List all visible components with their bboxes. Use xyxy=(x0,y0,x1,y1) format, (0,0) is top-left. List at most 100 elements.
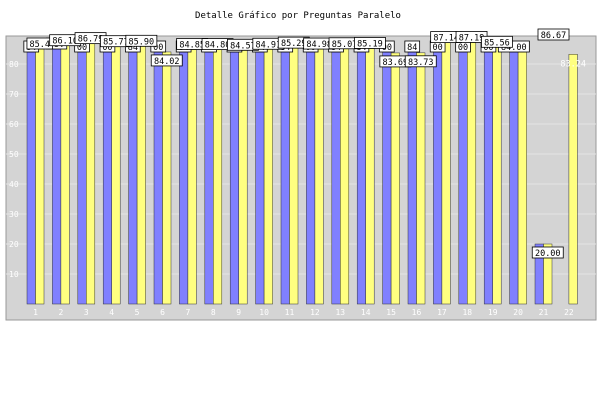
y-tick-label: 50 xyxy=(9,150,19,159)
x-tick-label: 6 xyxy=(160,308,165,317)
chart-title: Detalle Gráfico por Preguntas Paralelo xyxy=(195,11,401,21)
data-label: 00 xyxy=(102,43,112,53)
data-label: 84.00 xyxy=(501,43,527,53)
data-label: 85.29 xyxy=(281,39,307,49)
data-label-box xyxy=(537,28,570,41)
bar-series2 xyxy=(517,51,527,305)
data-label: 84.85 xyxy=(179,40,205,50)
bar-series1 xyxy=(128,51,138,305)
bar-series2 xyxy=(492,47,502,305)
data-label: 84 xyxy=(128,43,138,53)
bar-series1 xyxy=(458,51,468,305)
x-tick-label: 9 xyxy=(236,308,241,317)
x-tick-label: 7 xyxy=(185,308,190,317)
x-tick-label: 2 xyxy=(58,308,63,317)
x-tick-label: 15 xyxy=(386,308,396,317)
x-tick-label: 21 xyxy=(539,308,549,317)
x-tick-label: 5 xyxy=(135,308,140,317)
x-tick-label: 4 xyxy=(109,308,114,317)
data-label: 00 xyxy=(382,43,392,53)
data-label: 84.80 xyxy=(205,41,231,51)
bar-series1 xyxy=(331,51,341,305)
bar-series1 xyxy=(153,51,163,305)
bar-series1 xyxy=(382,51,392,305)
data-label: 84.02 xyxy=(154,57,180,67)
bar-series2 xyxy=(340,48,350,305)
data-label: 84.91 xyxy=(256,40,282,50)
y-axis-ticks: 10 20 30 40 50 60 70 80 xyxy=(9,60,19,279)
bar-series1 xyxy=(102,51,112,305)
data-label: 86.10 xyxy=(52,37,78,47)
y-tick-label: 60 xyxy=(9,120,19,129)
y-tick-label: 80 xyxy=(9,60,19,69)
bar-series1 xyxy=(483,51,493,305)
data-label: 85.19 xyxy=(357,39,383,49)
bar-series1 xyxy=(509,51,519,305)
bar-series2 xyxy=(543,243,553,305)
x-tick-label: 11 xyxy=(285,308,295,317)
bar-series1 xyxy=(179,51,189,305)
data-label: 86.79 xyxy=(78,35,104,45)
bar-series2 xyxy=(314,48,324,305)
bar-series1 xyxy=(77,51,87,305)
data-label-box xyxy=(531,246,564,259)
bar-series1 xyxy=(26,51,36,305)
data-label-box xyxy=(150,54,183,67)
bar-series2 xyxy=(467,42,477,305)
x-tick-label: 13 xyxy=(335,308,345,317)
y-tick-label: 40 xyxy=(9,180,19,189)
bar-series2 xyxy=(86,43,96,305)
bar-series1 xyxy=(52,48,62,305)
bar-series1 xyxy=(407,51,417,305)
data-label: 20.00 xyxy=(535,249,561,259)
bar-series2 xyxy=(60,45,70,305)
data-label: 87.19 xyxy=(459,33,485,43)
x-tick-label: 20 xyxy=(513,308,523,317)
data-label-box xyxy=(404,55,437,68)
x-tick-label: 18 xyxy=(462,308,472,317)
data-label: 83.24 xyxy=(560,59,586,69)
data-label: 84.57 xyxy=(230,41,256,51)
x-tick-label: 19 xyxy=(488,308,498,317)
data-label: 84.98 xyxy=(306,40,332,50)
data-label: 83.73 xyxy=(408,58,434,68)
bar-series1 xyxy=(229,51,239,305)
data-label: 84 xyxy=(407,43,417,53)
bar-series2 xyxy=(35,48,45,305)
bar-series2 xyxy=(263,49,273,305)
bar-series2 xyxy=(187,49,197,305)
data-label: 85.4 xyxy=(30,40,50,50)
bar-series2 xyxy=(390,52,400,305)
data-label: 85.56 xyxy=(484,38,510,48)
data-label: 83.69 xyxy=(383,58,409,68)
x-tick-label: 10 xyxy=(259,308,269,317)
data-label: 87.14 xyxy=(433,34,459,44)
x-axis-ticks: 1 2 3 4 5 6 7 8 9 10 11 12 13 14 15 16 17 18 19 20 21 22 xyxy=(33,308,574,317)
bar-series2 xyxy=(111,46,121,305)
data-label-box xyxy=(404,40,421,53)
y-tick-label: 20 xyxy=(9,240,19,249)
data-label: 00 xyxy=(483,43,493,53)
bar-series2 xyxy=(416,52,426,305)
bar-series1 xyxy=(204,51,214,305)
x-tick-label: 1 xyxy=(33,308,38,317)
bar-series2 xyxy=(213,49,223,305)
bar-series2 xyxy=(289,47,299,305)
y-tick-label: 10 xyxy=(9,270,19,279)
data-label-box xyxy=(354,37,386,49)
x-tick-label: 22 xyxy=(564,308,574,317)
x-tick-label: 12 xyxy=(310,308,320,317)
y-tick-label: 70 xyxy=(9,90,19,99)
bar-series1 xyxy=(280,51,290,305)
data-label: 85.77 xyxy=(103,38,129,48)
bar-series2 xyxy=(365,48,375,305)
data-label: 86.67 xyxy=(541,31,567,41)
bar-series2 xyxy=(238,50,248,305)
bar-series1 xyxy=(255,51,265,305)
data-label: 00 xyxy=(77,43,87,53)
x-tick-label: 14 xyxy=(361,308,371,317)
x-tick-label: 16 xyxy=(412,308,422,317)
bar-series2 xyxy=(136,46,146,305)
data-label: 85.90 xyxy=(129,37,155,47)
